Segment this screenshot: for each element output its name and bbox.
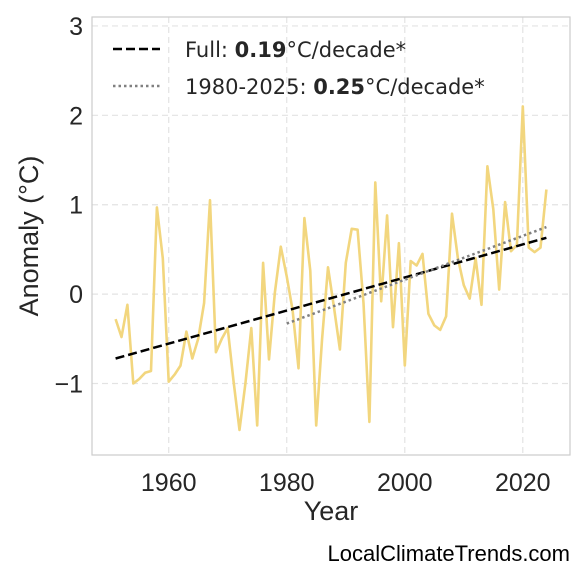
x-axis-label: Year [304,496,359,526]
y-tick-label: −1 [54,370,83,398]
tick-labels: 1960 1980 2000 2020 3 2 1 0 −1 [54,13,550,497]
legend-recent-unit: °C/decade* [365,75,485,99]
trend-line-recent [286,225,547,325]
legend-entry-recent: 1980-2025: 0.25°C/decade* [185,75,485,99]
x-tick-label: 1960 [141,469,197,497]
legend-full-unit: °C/decade* [287,38,407,62]
legend-recent-name: 1980-2025: [185,75,313,99]
plot-frame [91,16,571,456]
y-axis-label: Anomaly (°C) [14,156,44,317]
x-tick-label: 2020 [495,469,551,497]
series-lines [114,105,548,432]
legend-recent-value: 0.25 [313,75,365,99]
y-tick-label: 1 [69,192,83,220]
y-tick-label: 3 [69,13,83,41]
y-tick-label: 2 [69,102,83,130]
legend-full-value: 0.19 [235,38,287,62]
trend-line-full [115,236,547,360]
x-tick-label: 1980 [259,469,315,497]
anomaly-series-line [114,105,548,432]
x-tick-label: 2000 [377,469,433,497]
y-tick-label: 0 [69,281,83,309]
watermark: LocalClimateTrends.com [328,541,571,566]
legend-full-name: Full: [185,38,235,62]
legend: Full: 0.19°C/decade* 1980-2025: 0.25°C/d… [113,38,485,99]
legend-entry-full: Full: 0.19°C/decade* [185,38,406,62]
